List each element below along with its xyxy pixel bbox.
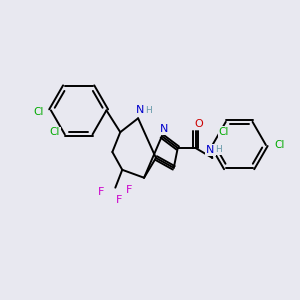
Text: N: N	[160, 124, 168, 134]
Text: Cl: Cl	[274, 140, 285, 150]
Text: N: N	[206, 145, 214, 155]
Text: H: H	[215, 146, 222, 154]
Text: O: O	[194, 119, 203, 129]
Text: F: F	[116, 194, 122, 205]
Text: H: H	[145, 106, 152, 115]
Text: F: F	[98, 187, 105, 196]
Text: Cl: Cl	[34, 107, 44, 117]
Text: N: N	[136, 105, 144, 116]
Text: Cl: Cl	[50, 128, 60, 137]
Text: Cl: Cl	[219, 127, 229, 137]
Text: F: F	[126, 184, 132, 195]
